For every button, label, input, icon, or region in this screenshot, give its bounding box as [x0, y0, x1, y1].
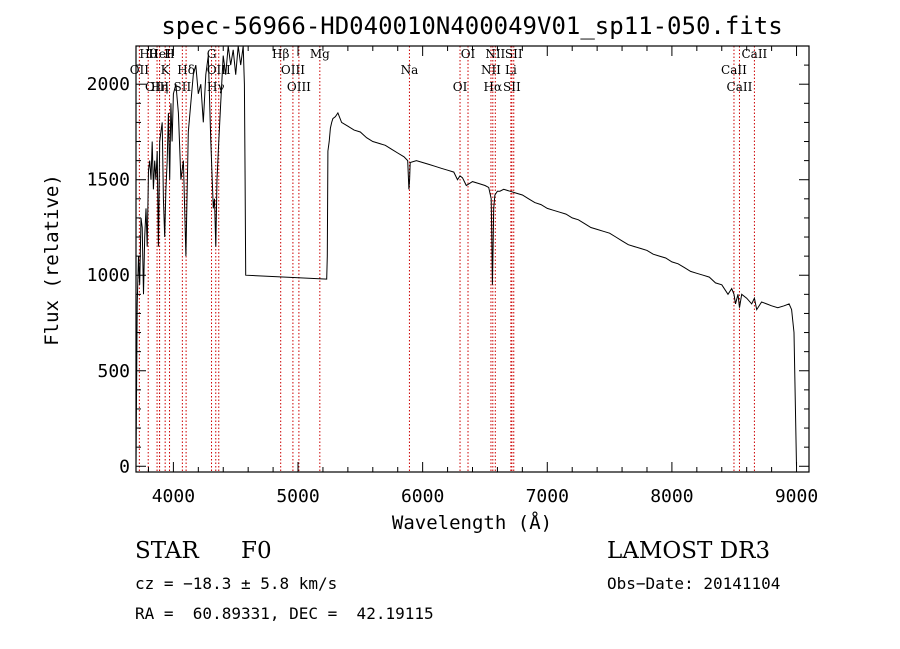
- x-axis-ticks: 4000 5000 6000 7000 8000 9000: [147, 46, 818, 507]
- line-label-19: NII: [481, 63, 501, 77]
- line-label-16: Na: [401, 63, 419, 77]
- line-label-17: OI: [453, 80, 468, 94]
- line-label-10: OIII: [207, 63, 231, 77]
- spectrum-line: [135, 45, 797, 467]
- y-axis-label: Flux (relative): [41, 174, 63, 346]
- line-label-22: Li: [505, 63, 517, 77]
- object-type: STAR: [135, 538, 199, 564]
- line-label-18: OI: [461, 47, 476, 61]
- x-axis-label: Wavelength (Å): [392, 511, 552, 534]
- x-tick-label-5: 9000: [775, 486, 818, 507]
- line-label-21: NII: [485, 47, 505, 61]
- line-label-9: G: [207, 47, 217, 61]
- line-label-3: HeI: [148, 47, 171, 61]
- line-label-8: SII: [174, 80, 192, 94]
- redshift-info: cz = −18.3 ± 5.8 km/s: [135, 574, 338, 593]
- y-axis-ticks: 0 500 1000 1500 2000: [87, 64, 809, 477]
- line-label-23: SII: [503, 80, 521, 94]
- plot-frame: [135, 45, 810, 473]
- x-tick-label-3: 7000: [526, 486, 569, 507]
- line-label-5: Hη: [151, 80, 169, 94]
- x-tick-label-2: 6000: [401, 486, 444, 507]
- line-label-7: Hδ: [177, 63, 195, 77]
- line-label-20: Hα: [484, 80, 503, 94]
- line-label-2: OIII: [145, 80, 169, 94]
- spectral-line-labels: Hθ OII OIII HeI K Hη HHδ SII G OIII Hγ Hβ OIII OIII Mg…: [130, 47, 768, 94]
- line-label-27: CaII: [741, 47, 767, 61]
- line-label-26: CaII: [727, 80, 753, 94]
- line-label-0: Hθ: [139, 47, 157, 61]
- chart-title: spec-56966-HD040010N400049V01_sp11-050.f…: [161, 12, 782, 40]
- x-tick-label-1: 5000: [276, 486, 319, 507]
- coordinates: RA = 60.89331, DEC = 42.19115: [135, 604, 434, 623]
- y-tick-label-4: 2000: [87, 74, 130, 95]
- line-label-25: CaII: [721, 63, 747, 77]
- line-label-12: Hβ: [272, 47, 289, 61]
- line-label-4: K: [161, 63, 171, 77]
- line-label-11: Hγ: [207, 80, 225, 94]
- y-tick-label-1: 500: [97, 361, 130, 382]
- y-tick-label-0: 0: [119, 456, 130, 477]
- line-label-6: H: [164, 47, 174, 61]
- line-label-1: OII: [130, 63, 150, 77]
- x-tick-label-0: 4000: [152, 486, 195, 507]
- survey-name: LAMOST DR3: [607, 538, 771, 564]
- object-subclass: F0: [241, 538, 272, 564]
- line-label-13: OIII: [281, 63, 305, 77]
- y-tick-label-3: 1500: [87, 170, 130, 191]
- line-label-15: Mg: [310, 47, 330, 61]
- spectral-line-markers: [138, 46, 755, 472]
- line-label-14: OIII: [287, 80, 311, 94]
- y-tick-label-2: 1000: [87, 265, 130, 286]
- observation-date: Obs−Date: 20141104: [607, 574, 781, 593]
- x-tick-label-4: 8000: [650, 486, 693, 507]
- line-label-24: SII: [505, 47, 523, 61]
